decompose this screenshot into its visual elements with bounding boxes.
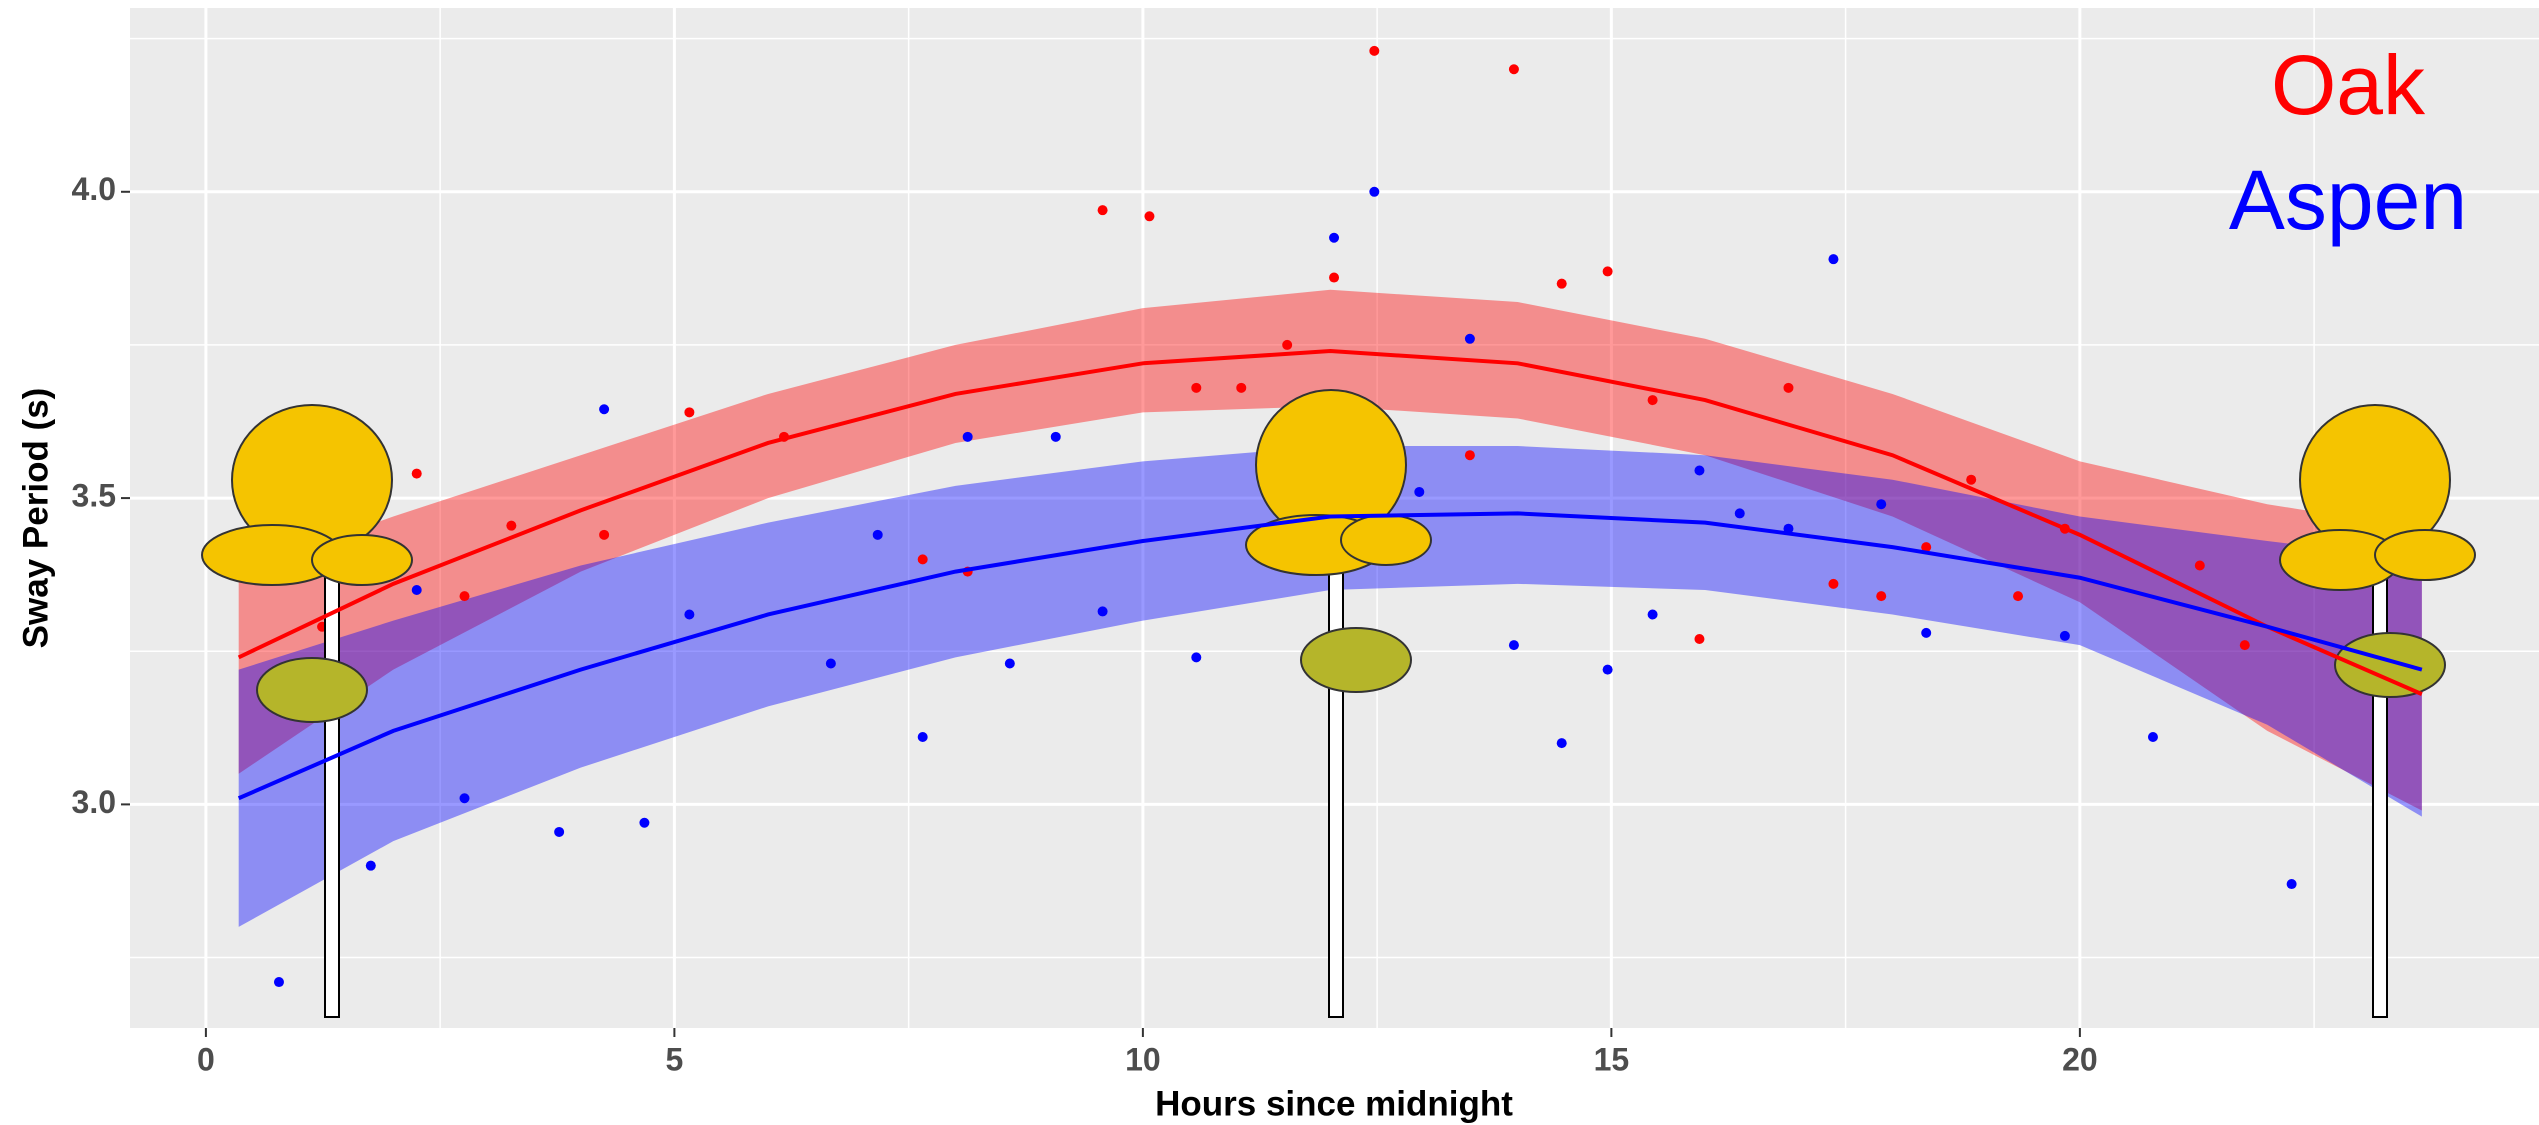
confidence-band bbox=[238, 289, 2422, 811]
data-point bbox=[1734, 508, 1745, 519]
data-point bbox=[1329, 272, 1340, 283]
y-tick-label: 4.0 bbox=[72, 171, 116, 207]
tree-crown bbox=[1340, 514, 1432, 566]
axes: 0 5 10 15 20 3.0 3.5 4.0 bbox=[72, 171, 2098, 1077]
data-point bbox=[2194, 560, 2205, 571]
data-point bbox=[1828, 254, 1839, 265]
data-point bbox=[1783, 382, 1794, 393]
trees bbox=[201, 389, 2476, 1018]
data-point bbox=[273, 977, 284, 988]
legend-entry: Aspen bbox=[2229, 153, 2467, 247]
data-point bbox=[599, 404, 610, 415]
data-point bbox=[1097, 205, 1108, 216]
tree bbox=[2279, 404, 2476, 1018]
data-point bbox=[365, 860, 376, 871]
data-point bbox=[639, 817, 650, 828]
confidence-band bbox=[238, 446, 2422, 927]
data-point bbox=[2239, 640, 2250, 651]
data-point bbox=[1694, 633, 1705, 644]
data-point bbox=[1966, 474, 1977, 485]
data-point bbox=[1329, 232, 1340, 243]
tree-crown bbox=[2374, 529, 2476, 581]
data-point bbox=[506, 520, 517, 531]
y-axis-title: Sway Period (s) bbox=[16, 388, 55, 649]
data-point bbox=[2286, 879, 2297, 890]
data-point bbox=[2059, 630, 2070, 641]
data-point bbox=[1369, 45, 1380, 56]
tree-leaves bbox=[2334, 632, 2446, 698]
data-point bbox=[1191, 382, 1202, 393]
data-point bbox=[2147, 732, 2158, 743]
data-point bbox=[917, 732, 928, 743]
x-tick-label: 10 bbox=[1125, 1041, 1161, 1077]
data-point bbox=[1004, 658, 1015, 669]
data-point bbox=[459, 793, 470, 804]
data-point bbox=[1602, 664, 1613, 675]
data-point bbox=[1050, 431, 1061, 442]
x-tick-label: 20 bbox=[2062, 1041, 2098, 1077]
tree-crown bbox=[311, 534, 413, 586]
data-point bbox=[1414, 486, 1425, 497]
data-point bbox=[459, 591, 470, 602]
legend-entry: Oak bbox=[2271, 38, 2426, 132]
tree-trunk bbox=[324, 519, 340, 1018]
data-point bbox=[1464, 333, 1475, 344]
tree-leaves bbox=[256, 657, 368, 723]
y-tick-label: 3.5 bbox=[72, 478, 116, 514]
data-point bbox=[1921, 627, 1932, 638]
x-axis-title: Hours since midnight bbox=[1155, 1084, 1513, 1123]
fit-line bbox=[237, 349, 2423, 696]
data-point bbox=[1464, 450, 1475, 461]
data-point bbox=[554, 826, 565, 837]
data-point bbox=[1647, 395, 1658, 406]
legend: Oak Aspen bbox=[2229, 38, 2467, 247]
data-point bbox=[962, 431, 973, 442]
data-point bbox=[411, 468, 422, 479]
data-point bbox=[917, 554, 928, 565]
tree bbox=[1245, 389, 1432, 1018]
tree-trunk bbox=[1328, 519, 1344, 1018]
data-point bbox=[825, 658, 836, 669]
data-point bbox=[684, 407, 695, 418]
y-tick-label: 3.0 bbox=[72, 784, 116, 820]
data-point bbox=[2013, 591, 2024, 602]
fit-lines bbox=[237, 349, 2423, 801]
data-point bbox=[1828, 578, 1839, 589]
data-point bbox=[1694, 465, 1705, 476]
data-point bbox=[1508, 640, 1519, 651]
data-point bbox=[684, 609, 695, 620]
data-point bbox=[1876, 499, 1887, 510]
ribbons bbox=[238, 289, 2422, 927]
tree-leaves bbox=[1300, 627, 1412, 693]
x-tick-label: 15 bbox=[1594, 1041, 1630, 1077]
data-point bbox=[1282, 339, 1293, 350]
data-point bbox=[1097, 606, 1108, 617]
tree bbox=[201, 404, 413, 1018]
data-point bbox=[1191, 652, 1202, 663]
fit-line bbox=[237, 511, 2423, 801]
x-tick-label: 5 bbox=[665, 1041, 683, 1077]
data-point bbox=[1508, 64, 1519, 75]
data-point bbox=[411, 584, 422, 595]
x-tick-label: 0 bbox=[197, 1041, 215, 1077]
data-point bbox=[1647, 609, 1658, 620]
data-point bbox=[599, 529, 610, 540]
data-point bbox=[1369, 186, 1380, 197]
data-point bbox=[1876, 591, 1887, 602]
data-point bbox=[1556, 278, 1567, 289]
data-point bbox=[1602, 266, 1613, 277]
data-point bbox=[872, 529, 883, 540]
tree-trunk bbox=[2372, 519, 2388, 1018]
data-point bbox=[1921, 542, 1932, 553]
data-point bbox=[1556, 738, 1567, 749]
data-point bbox=[1144, 211, 1155, 222]
data-point bbox=[1236, 382, 1247, 393]
